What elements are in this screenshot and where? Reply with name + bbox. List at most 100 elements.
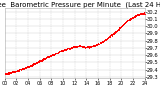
Point (112, 33, 115, 34)
Point (47, 55, 49, 57)
Point (134, 15, 137, 16)
Point (33, 63, 36, 65)
Point (6, 73, 8, 75)
Point (56, 52, 58, 54)
Point (122, 23, 124, 25)
Point (29, 65, 32, 66)
Point (99, 43, 101, 44)
Point (7, 72, 10, 74)
Point (93, 45, 96, 46)
Point (51, 54, 53, 56)
Point (140, 13, 142, 15)
Point (33, 63, 36, 64)
Point (24, 67, 27, 68)
Point (120, 25, 123, 27)
Point (98, 43, 101, 44)
Point (74, 46, 77, 47)
Point (88, 46, 91, 48)
Point (130, 18, 132, 19)
Point (44, 57, 46, 59)
Point (125, 21, 128, 22)
Point (80, 45, 83, 46)
Point (43, 58, 45, 59)
Point (68, 47, 71, 49)
Point (138, 13, 141, 14)
Point (12, 70, 14, 72)
Point (132, 17, 135, 18)
Point (69, 47, 71, 49)
Point (124, 21, 126, 23)
Point (111, 34, 113, 35)
Point (71, 47, 73, 48)
Point (33, 63, 36, 65)
Point (83, 46, 86, 48)
Point (117, 29, 120, 30)
Point (121, 24, 124, 25)
Point (77, 45, 79, 47)
Point (19, 68, 21, 70)
Point (53, 54, 56, 56)
Point (124, 21, 127, 23)
Point (88, 46, 91, 48)
Point (24, 67, 27, 68)
Point (132, 16, 135, 18)
Point (56, 52, 58, 53)
Point (55, 52, 58, 54)
Point (21, 68, 23, 69)
Point (8, 72, 11, 73)
Point (76, 45, 79, 46)
Point (92, 45, 95, 46)
Point (21, 68, 24, 69)
Point (137, 14, 140, 15)
Point (26, 66, 29, 67)
Point (127, 19, 130, 21)
Point (7, 73, 9, 74)
Point (24, 67, 27, 68)
Point (116, 29, 119, 31)
Point (46, 56, 48, 58)
Point (51, 54, 54, 56)
Point (43, 58, 46, 59)
Point (45, 57, 47, 59)
Point (132, 17, 135, 18)
Point (50, 54, 53, 56)
Point (39, 60, 41, 61)
Point (18, 69, 20, 71)
Point (106, 37, 109, 39)
Point (26, 66, 28, 67)
Point (39, 60, 42, 61)
Point (48, 56, 50, 57)
Point (102, 40, 105, 41)
Point (128, 19, 131, 21)
Point (82, 46, 85, 47)
Point (77, 45, 80, 47)
Point (11, 71, 14, 73)
Point (101, 41, 104, 42)
Point (78, 45, 81, 47)
Point (74, 45, 76, 47)
Point (102, 40, 105, 41)
Point (78, 45, 81, 46)
Point (50, 55, 53, 56)
Point (45, 57, 47, 58)
Point (36, 62, 38, 63)
Point (5, 72, 8, 74)
Point (25, 66, 27, 68)
Point (115, 30, 118, 31)
Point (108, 36, 110, 37)
Point (112, 33, 115, 34)
Point (119, 27, 122, 28)
Point (88, 46, 91, 48)
Point (92, 45, 95, 46)
Point (133, 16, 136, 17)
Point (43, 57, 46, 59)
Point (123, 23, 126, 24)
Point (37, 61, 40, 62)
Point (106, 37, 108, 39)
Point (14, 70, 16, 72)
Point (91, 46, 93, 47)
Point (25, 66, 28, 68)
Point (59, 51, 61, 52)
Point (122, 24, 125, 25)
Point (101, 41, 104, 42)
